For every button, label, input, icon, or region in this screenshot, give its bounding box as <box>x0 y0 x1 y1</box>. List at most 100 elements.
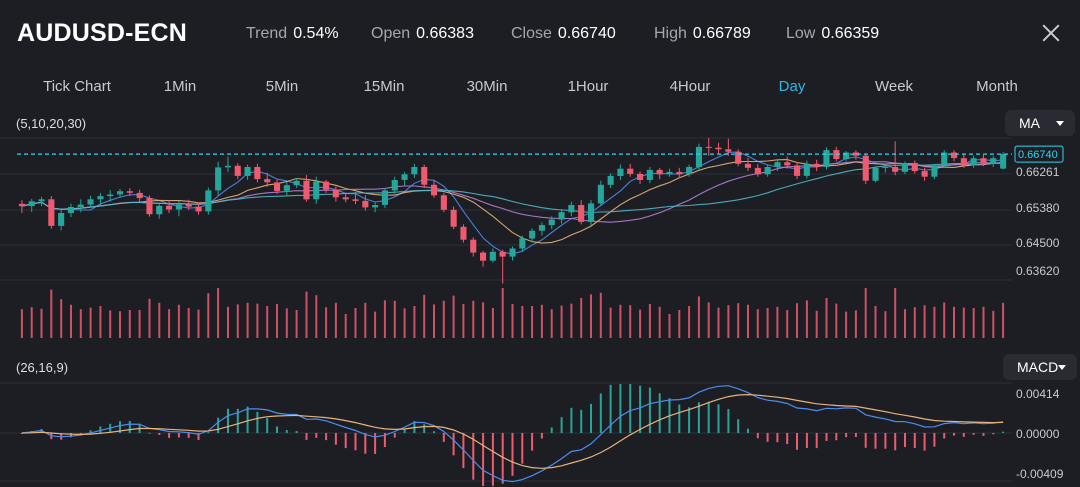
volume-bar <box>540 304 543 338</box>
candle-body <box>872 167 879 181</box>
candle-body <box>519 238 526 249</box>
candle-body <box>941 152 948 166</box>
volume-bar <box>521 306 524 338</box>
macd-histogram-bar <box>325 433 328 441</box>
volume-bar <box>923 305 926 338</box>
candle-body <box>18 203 25 207</box>
candle-body <box>862 155 869 181</box>
volume-bar <box>433 304 435 338</box>
caret-down-icon <box>1056 121 1064 126</box>
volume-bar <box>619 304 622 338</box>
macd-histogram-bar <box>639 385 642 433</box>
macd-histogram-bar <box>756 433 759 439</box>
candle-body <box>911 163 918 172</box>
stat-close: Close 0.66740 <box>511 25 616 43</box>
macd-histogram-bar <box>89 430 92 433</box>
macd-histogram-bar <box>1002 431 1005 433</box>
macd-histogram-bar <box>943 433 946 439</box>
ma-line-30 <box>21 162 1004 214</box>
volume-bar <box>707 302 710 338</box>
macd-histogram-bar <box>423 424 426 433</box>
candle-body <box>823 150 830 167</box>
candle-body <box>274 182 281 191</box>
macd-histogram-bar <box>815 433 818 449</box>
tab-4hour[interactable]: 4Hour <box>669 78 711 95</box>
candle-body <box>627 168 634 174</box>
candle-body <box>764 167 771 175</box>
stat-value: 0.66383 <box>416 25 474 42</box>
volume-bar <box>727 305 730 338</box>
macd-histogram-bar <box>119 421 121 433</box>
macd-histogram-bar <box>540 433 543 439</box>
tab-tick-chart[interactable]: Tick Chart <box>43 78 111 95</box>
volume-bar <box>845 311 848 338</box>
indicator-select-macd[interactable]: MACD <box>1003 354 1077 380</box>
candle-body <box>754 167 761 175</box>
macd-histogram-bar <box>992 433 995 435</box>
volume-bar <box>393 300 396 338</box>
candle-body <box>499 251 506 257</box>
volume-bar <box>305 291 308 338</box>
tab-30min[interactable]: 30Min <box>466 78 508 95</box>
volume-bar <box>1002 302 1005 338</box>
tab-5min[interactable]: 5Min <box>265 78 299 95</box>
macd-histogram-bar <box>452 433 455 456</box>
macd-histogram-bar <box>796 433 798 450</box>
macd-histogram-bar <box>521 433 524 464</box>
volume-bar <box>874 306 877 338</box>
tab-month[interactable]: Month <box>976 78 1018 95</box>
caret-down-icon <box>1058 365 1066 370</box>
macd-histogram-bar <box>285 430 288 433</box>
macd-histogram-bar <box>354 433 357 451</box>
volume-bar <box>697 296 700 338</box>
macd-histogram-bar <box>433 431 435 433</box>
ma-line-20 <box>21 161 1004 223</box>
macd-histogram-bar <box>511 433 514 476</box>
macd-histogram-bar <box>835 433 838 441</box>
candle-body <box>921 171 928 177</box>
candle-body <box>990 158 997 164</box>
volume-bar <box>943 302 946 338</box>
volume-bar <box>354 308 357 338</box>
tab-15min[interactable]: 15Min <box>363 78 405 95</box>
volume-bar <box>864 288 867 338</box>
macd-histogram-bar <box>599 393 602 433</box>
indicator-select-value: MA <box>1019 115 1040 131</box>
tab-day[interactable]: Day <box>778 78 806 95</box>
volume-bar <box>629 305 632 338</box>
candle-body <box>666 171 673 175</box>
candle-body <box>97 196 104 200</box>
macd-histogram-bar <box>364 433 367 454</box>
indicator-select-ma[interactable]: MA <box>1005 110 1075 136</box>
timeframe-tabs: Tick Chart 1Min 5Min 15Min 30Min 1Hour 4… <box>0 78 1080 98</box>
volume-bar <box>236 304 239 338</box>
tab-1min[interactable]: 1Min <box>163 78 197 95</box>
volume-bar <box>491 308 494 338</box>
volume-bar <box>79 309 82 338</box>
macd-histogram-bar <box>501 433 504 484</box>
candle-body <box>852 152 859 156</box>
candle-body <box>234 165 241 176</box>
candle-body <box>391 180 398 191</box>
macd-histogram-bar <box>864 433 867 448</box>
volume-bar <box>246 302 249 338</box>
candle-body <box>480 252 487 261</box>
candle-body <box>970 158 977 166</box>
candle-body <box>293 180 300 186</box>
tab-1hour[interactable]: 1Hour <box>567 78 609 95</box>
macd-params: (26,16,9) <box>16 360 69 375</box>
macd-histogram-bar <box>904 433 906 448</box>
candle-body <box>509 248 516 257</box>
candle-body <box>794 165 801 176</box>
candle-body <box>323 181 330 190</box>
volume-bar <box>452 295 455 338</box>
macd-histogram-bar <box>246 406 249 433</box>
macd-histogram-bar <box>845 433 848 438</box>
volume-bar <box>648 304 651 338</box>
volume-bar <box>550 309 553 338</box>
volume-bar <box>688 306 691 338</box>
tab-week[interactable]: Week <box>874 78 914 95</box>
macd-histogram-bar <box>707 401 710 433</box>
candle-body <box>597 184 604 204</box>
